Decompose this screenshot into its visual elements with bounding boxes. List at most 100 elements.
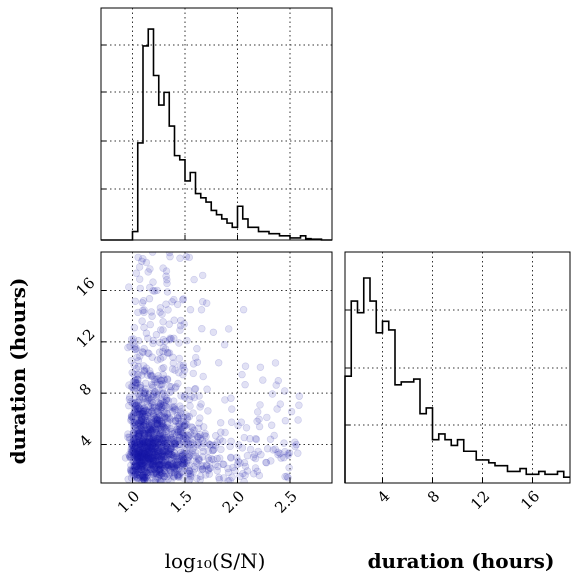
scatter-point (177, 453, 186, 461)
scatter-point (133, 470, 142, 479)
scatter-point (130, 387, 138, 395)
scatter-point (125, 402, 133, 410)
scatter-point (140, 429, 149, 438)
scatter-point (127, 335, 136, 343)
scatter-point (130, 324, 139, 332)
scatter-point (291, 438, 299, 446)
scatter-point (128, 399, 137, 407)
scatter-point (139, 443, 147, 452)
scatter-point (164, 461, 173, 469)
scatter-point (277, 454, 285, 462)
scatter-point (185, 453, 193, 461)
scatter-point (201, 429, 209, 438)
scatter-point (142, 258, 151, 267)
scatter-point (135, 429, 144, 438)
scatter-point (136, 472, 144, 480)
scatter-point (162, 456, 170, 464)
scatter-point (167, 444, 176, 453)
scatter-point (134, 430, 142, 438)
scatter-point (146, 454, 154, 462)
scatter-point (227, 418, 236, 426)
scatter-point (146, 396, 154, 404)
x-tick-label: 1.5 (166, 487, 196, 517)
scatter-point (234, 457, 243, 465)
scatter-point (174, 437, 182, 445)
scatter-point (140, 389, 148, 398)
scatter-point (158, 451, 167, 460)
scatter-point (190, 275, 198, 284)
scatter-point (189, 360, 198, 368)
scatter-point (154, 372, 162, 380)
scatter-point (220, 474, 228, 482)
scatter-point (179, 414, 188, 422)
scatter-point (144, 445, 153, 454)
scatter-point (175, 464, 183, 473)
scatter-point (157, 405, 165, 414)
scatter-point (142, 454, 150, 462)
scatter-point (147, 474, 155, 482)
scatter-point (133, 421, 141, 429)
scatter-point (167, 424, 176, 433)
scatter-point (154, 456, 163, 464)
scatter-point (183, 415, 191, 423)
scatter-point (149, 382, 157, 390)
scatter-point (191, 465, 199, 473)
scatter-point (143, 419, 151, 427)
scatter-point (154, 432, 162, 441)
scatter-point (153, 413, 161, 421)
scatter-point (170, 465, 178, 473)
scatter-point (133, 466, 141, 474)
scatter-point (131, 399, 139, 407)
scatter-point (193, 432, 202, 441)
scatter-point (126, 453, 134, 461)
scatter-point (152, 458, 160, 466)
scatter-point (170, 471, 179, 479)
scatter-point (283, 472, 291, 480)
scatter-point (166, 253, 174, 261)
scatter-point (140, 433, 149, 442)
scatter-point (159, 434, 167, 442)
scatter-point (152, 420, 160, 428)
scatter-point (165, 403, 173, 412)
scatter-point (129, 412, 137, 421)
snr-histogram-panel (100, 7, 333, 241)
scatter-point (147, 447, 156, 456)
scatter-point (141, 420, 150, 429)
scatter-point (226, 476, 234, 483)
scatter-point (140, 432, 149, 440)
scatter-point (169, 463, 178, 471)
scatter-point (137, 452, 146, 461)
scatter-point (180, 392, 189, 400)
scatter-point (163, 462, 171, 470)
scatter-point (262, 459, 271, 467)
scatter-point (155, 466, 163, 474)
scatter-point (196, 431, 204, 439)
scatter-point (238, 444, 247, 452)
scatter-point (187, 438, 195, 446)
scatter-point (198, 325, 206, 333)
scatter-point (251, 454, 260, 463)
scatter-point (129, 429, 138, 437)
scatter-point (129, 467, 137, 475)
scatter-point (224, 477, 232, 483)
scatter-point (194, 441, 202, 449)
scatter-point (142, 473, 150, 482)
scatter-point (125, 381, 133, 389)
scatter-point (187, 423, 196, 431)
scatter-point (201, 431, 209, 440)
scatter-point (126, 466, 135, 475)
scatter-point (168, 462, 176, 471)
scatter-point (144, 446, 153, 454)
scatter-point (174, 471, 182, 479)
scatter-point (251, 464, 260, 472)
scatter-point (140, 465, 149, 473)
scatter-point (150, 438, 158, 447)
scatter-point (170, 402, 179, 411)
scatter-point (133, 474, 141, 483)
scatter-point (165, 252, 174, 257)
scatter-point (159, 420, 167, 428)
scatter-point (158, 449, 166, 458)
scatter-point (130, 437, 138, 446)
scatter-point (285, 449, 294, 457)
